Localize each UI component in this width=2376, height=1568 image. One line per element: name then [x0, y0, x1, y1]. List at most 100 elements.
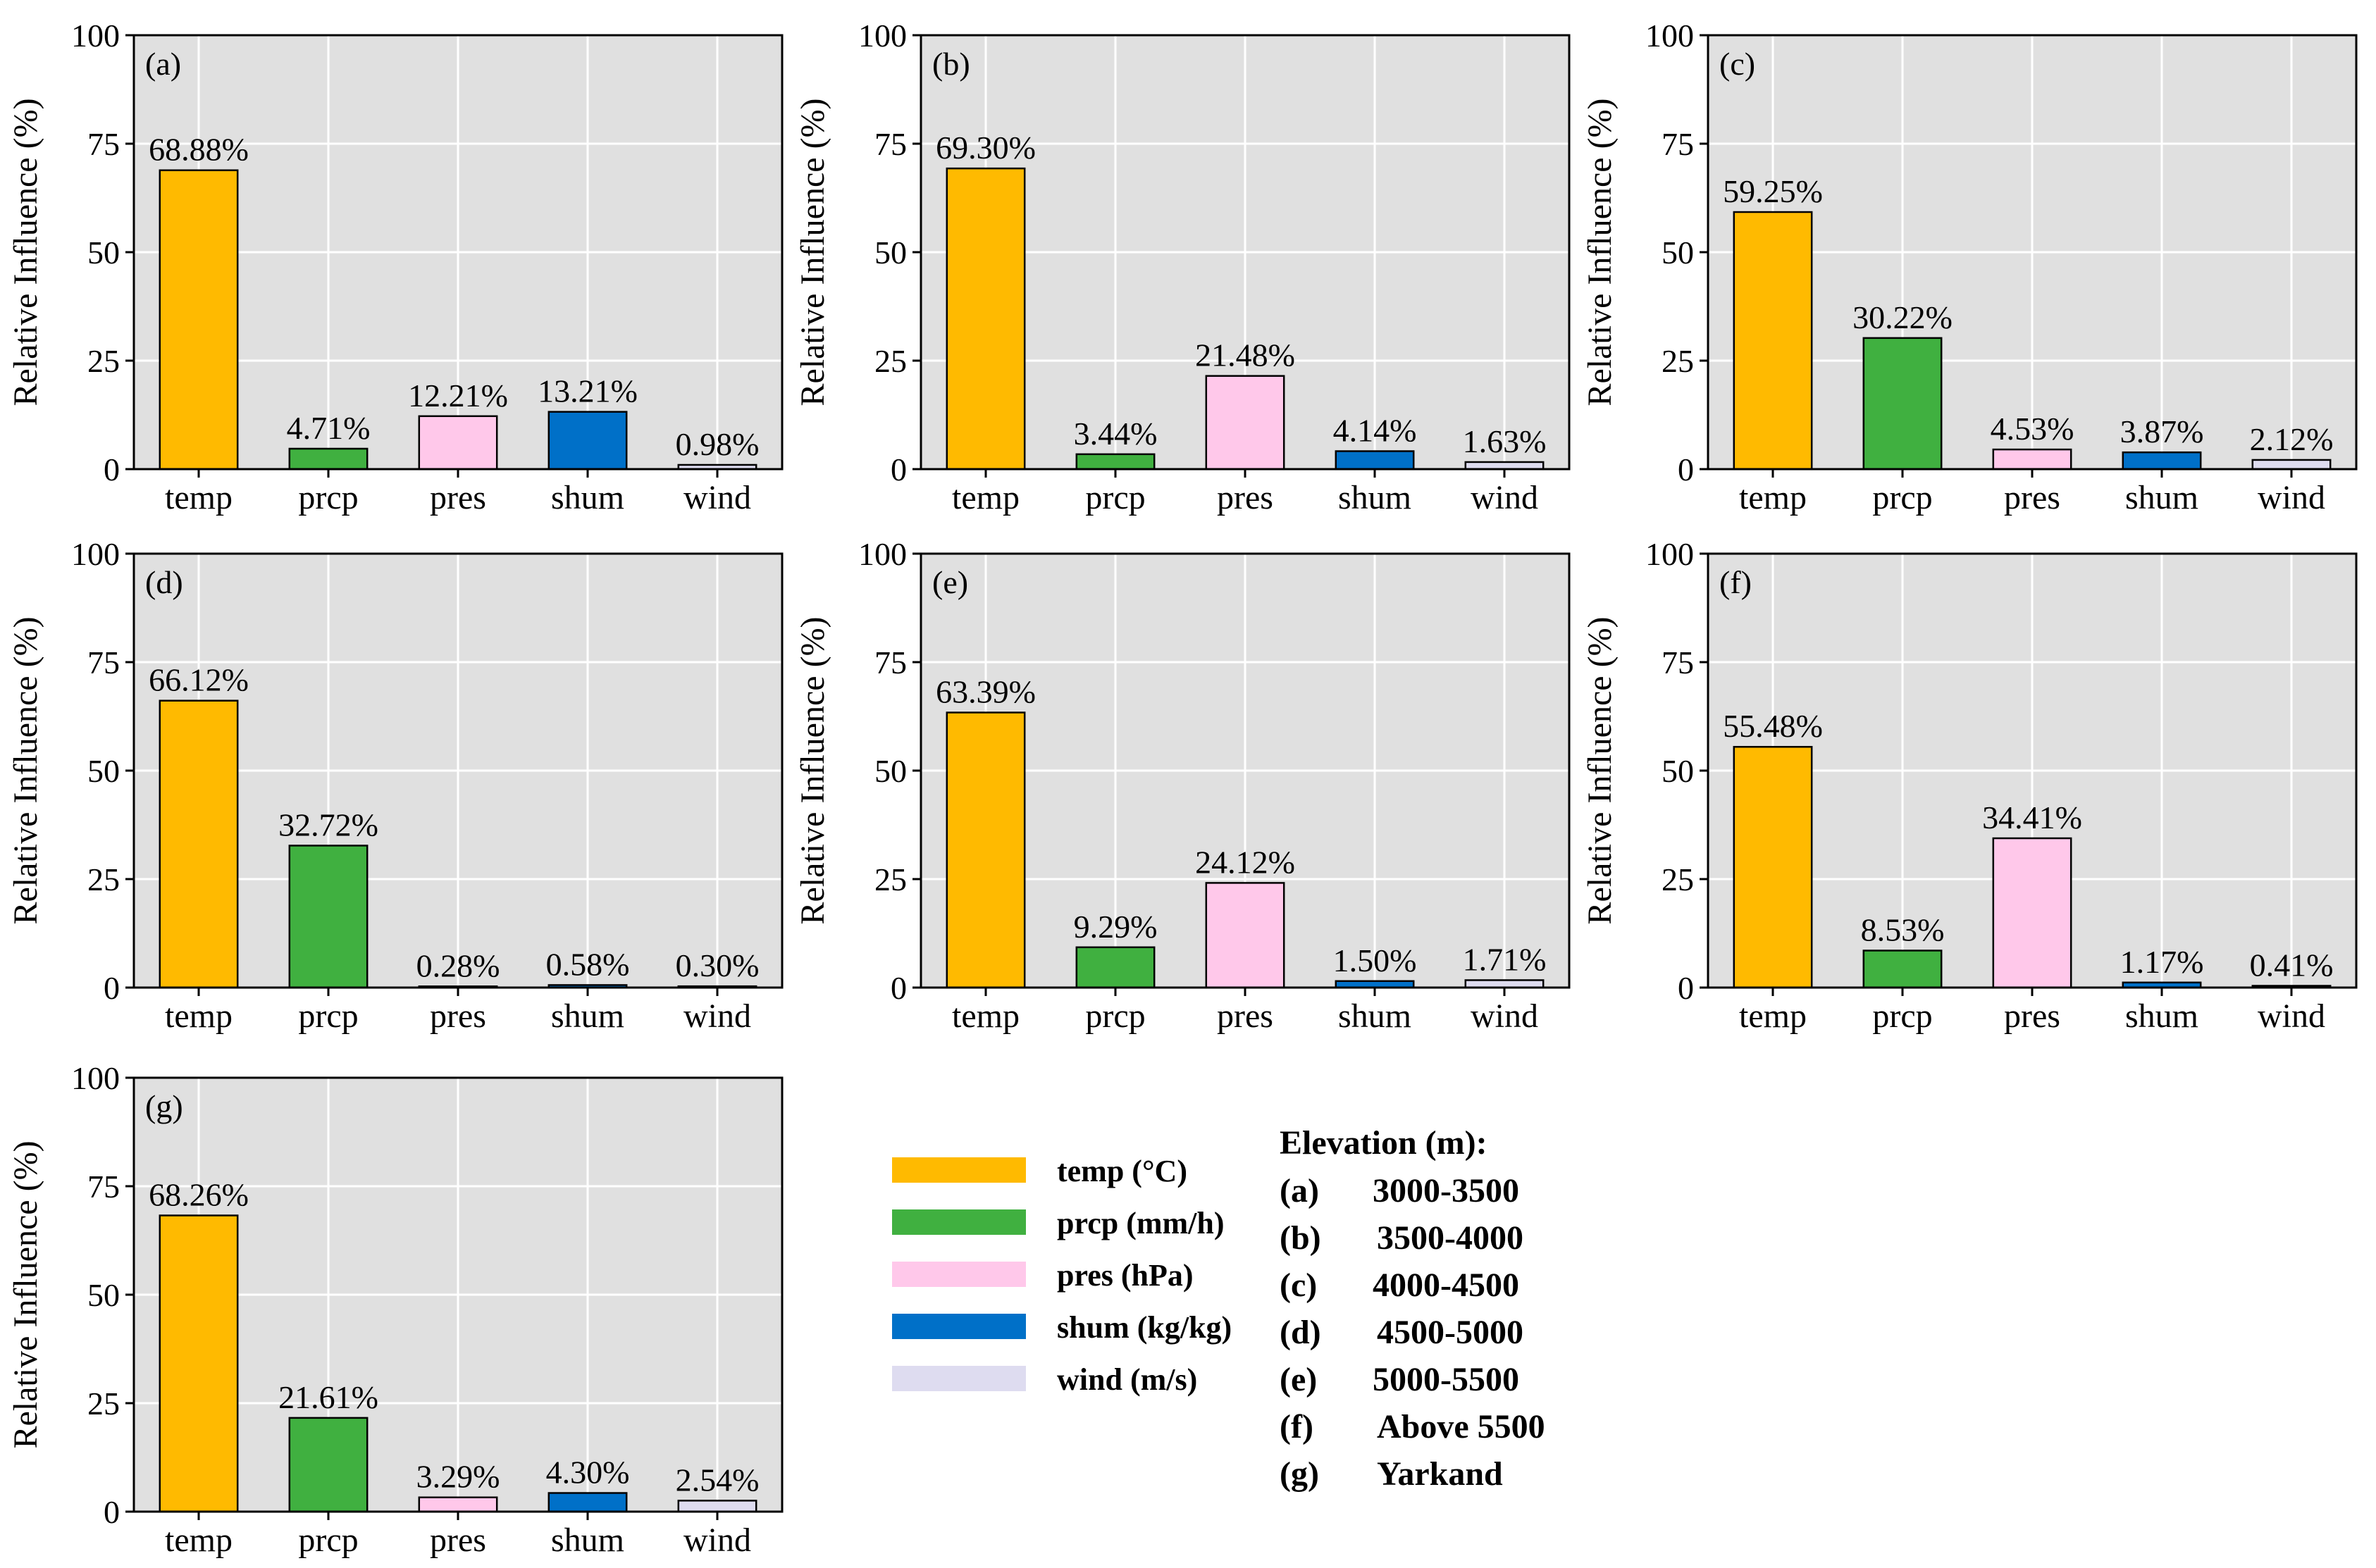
x-tick-label-pres: pres [1217, 997, 1273, 1035]
legend-label-pres: pres (hPa) [1057, 1258, 1194, 1293]
y-tick-label: 75 [874, 645, 907, 680]
x-tick-label-wind: wind [683, 479, 751, 516]
x-tick-label-temp: temp [165, 1522, 233, 1559]
y-axis-label: Relative Influence (%) [794, 616, 831, 924]
legend-swatch-wind [892, 1366, 1026, 1391]
y-axis-label: Relative Influence (%) [1581, 616, 1619, 924]
y-tick-label: 0 [104, 452, 120, 487]
y-tick-label: 75 [1662, 126, 1694, 162]
elevation-table: Elevation (m): (a) 3000-3500 (b) 3500-40… [1280, 1124, 1545, 1493]
panel-label-e: (e) [932, 564, 968, 600]
x-tick-label-shum: shum [551, 1522, 624, 1559]
bar-shum [547, 411, 628, 471]
panel-e: 63.39% 9.29% 24.12% 1.50% 1.71% 0 25 50 75 100 tem… [794, 536, 1571, 1035]
bar-temp [159, 169, 239, 471]
y-tick-label: 100 [858, 536, 907, 572]
y-tick-label: 0 [104, 970, 120, 1006]
x-tick-label-temp: temp [165, 997, 233, 1035]
data-label-temp: 55.48% [1723, 708, 1823, 744]
legend-swatch-prcp [892, 1209, 1026, 1235]
panel-label-f: (f) [1719, 564, 1752, 600]
elevation-range-b: 3500-4000 [1377, 1219, 1523, 1257]
y-tick-label: 25 [87, 343, 120, 379]
panel-label-a: (a) [145, 46, 181, 82]
bar-shum [1335, 450, 1415, 471]
data-label-pres: 24.12% [1195, 844, 1295, 880]
bar-wind [2251, 459, 2332, 471]
x-tick-label-prcp: prcp [298, 479, 358, 516]
x-tick-label-prcp: prcp [1872, 479, 1932, 516]
y-tick-label: 50 [1662, 753, 1694, 789]
data-label-pres: 3.29% [416, 1459, 500, 1495]
x-tick-label-wind: wind [683, 997, 751, 1035]
bar-temp [1733, 745, 1813, 989]
panel-label-b: (b) [932, 46, 970, 82]
bar-prcp [1862, 950, 1943, 989]
data-label-temp: 66.12% [149, 662, 249, 698]
elevation-panel-d: (d) [1280, 1314, 1321, 1351]
legend-item-shum: shum (kg/kg) [892, 1310, 1232, 1345]
y-tick-label: 50 [87, 753, 120, 789]
data-label-prcp: 4.71% [287, 410, 371, 446]
legend-swatch-temp [892, 1157, 1026, 1183]
data-label-prcp: 8.53% [1861, 911, 1945, 947]
x-tick-label-temp: temp [165, 479, 233, 516]
y-axis-label: Relative Influence (%) [1581, 98, 1619, 406]
panel-b: 69.30% 3.44% 21.48% 4.14% 1.63% 0 25 50 75 100 tem… [794, 18, 1571, 516]
bar-shum [2122, 451, 2202, 471]
elevation-panel-f: (f) [1280, 1408, 1313, 1445]
bar-wind [677, 1500, 757, 1513]
bar-pres [1205, 882, 1285, 989]
bar-wind [1464, 979, 1545, 989]
bar-pres [1992, 837, 2072, 989]
data-label-temp: 69.30% [936, 130, 1036, 166]
x-tick-label-shum: shum [1338, 997, 1411, 1035]
data-label-temp: 68.26% [149, 1177, 249, 1213]
elevation-panel-c: (c) [1280, 1267, 1317, 1304]
elevation-panel-a: (a) [1280, 1172, 1319, 1209]
elevation-panel-b: (b) [1280, 1219, 1321, 1257]
bar-shum [547, 1492, 628, 1513]
elevation-range-e: 5000-5500 [1373, 1361, 1519, 1398]
legend-label-wind: wind (m/s) [1057, 1362, 1197, 1397]
data-label-prcp: 3.44% [1074, 416, 1158, 452]
data-label-temp: 68.88% [149, 132, 249, 168]
x-tick-label-prcp: prcp [1085, 479, 1145, 516]
bar-pres [1205, 375, 1285, 471]
y-tick-label: 25 [874, 861, 907, 897]
data-label-shum: 4.14% [1333, 412, 1417, 448]
elevation-range-g: Yarkand [1377, 1455, 1503, 1493]
legend-item-prcp: prcp (mm/h) [892, 1206, 1225, 1240]
bar-wind [1464, 461, 1545, 471]
data-label-wind: 0.30% [676, 947, 760, 983]
panel-a: 68.88% 4.71% 12.21% 13.21% 0.98% 0 25 50 75 100 te… [7, 18, 784, 516]
bar-temp [946, 167, 1026, 471]
legend-swatch-shum [892, 1314, 1026, 1339]
panels: 68.88% 4.71% 12.21% 13.21% 0.98% 0 25 50 75 100 te… [7, 18, 2358, 1559]
data-label-prcp: 21.61% [278, 1379, 378, 1415]
data-label-wind: 2.12% [2250, 421, 2334, 457]
data-label-pres: 21.48% [1195, 337, 1295, 373]
y-tick-label: 100 [71, 1060, 120, 1096]
elevation-range-c: 4000-4500 [1373, 1267, 1519, 1304]
x-tick-label-shum: shum [551, 997, 624, 1035]
x-tick-label-shum: shum [2125, 479, 2198, 516]
x-tick-label-pres: pres [2004, 479, 2060, 516]
x-tick-label-pres: pres [430, 1522, 486, 1559]
data-label-pres: 12.21% [408, 378, 508, 413]
y-tick-label: 0 [104, 1494, 120, 1530]
y-tick-label: 100 [1645, 536, 1694, 572]
y-tick-label: 25 [1662, 343, 1694, 379]
legend-label-temp: temp (°C) [1057, 1154, 1187, 1188]
y-tick-label: 100 [1645, 18, 1694, 54]
elevation-panel-g: (g) [1280, 1455, 1319, 1493]
bar-prcp [288, 845, 369, 989]
x-tick-label-temp: temp [1739, 479, 1807, 516]
x-tick-label-shum: shum [1338, 479, 1411, 516]
legend-swatch-pres [892, 1262, 1026, 1287]
y-tick-label: 50 [87, 235, 120, 270]
elevation-range-d: 4500-5000 [1377, 1314, 1523, 1351]
y-tick-label: 50 [874, 753, 907, 789]
y-tick-label: 50 [87, 1277, 120, 1313]
